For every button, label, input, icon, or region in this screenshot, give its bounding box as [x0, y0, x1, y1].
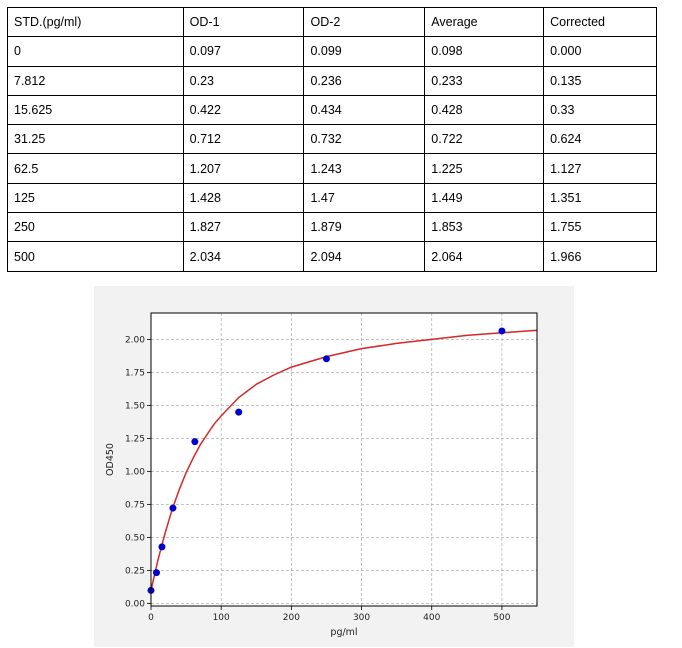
table-row: 250 1.827 1.879 1.853 1.755 [7, 212, 657, 243]
cell-average: 1.225 [424, 153, 545, 184]
data-point [235, 408, 243, 416]
data-point [152, 569, 160, 577]
cell-average: 0.233 [424, 65, 545, 96]
cell-average: 1.449 [424, 182, 545, 214]
y-tick-label: 0.00 [125, 599, 145, 609]
cell-od1: 0.097 [182, 36, 305, 67]
cell-std: 15.625 [7, 94, 184, 126]
cell-corrected: 0.33 [543, 94, 657, 126]
standard-curve-chart: 0 100 200 300 400 500 0.00 0.25 0.50 0.75 1.00 1.25… [94, 286, 574, 647]
cell-std: 250 [7, 212, 184, 243]
cell-od2: 0.434 [303, 94, 426, 126]
header-od1: OD-1 [182, 6, 305, 38]
y-tick-label: 1.25 [125, 434, 145, 444]
x-tick-label: 0 [148, 613, 154, 623]
cell-std: 0 [7, 36, 184, 67]
cell-std: 125 [7, 182, 184, 214]
cell-corrected: 1.127 [543, 153, 657, 184]
table-row: 0 0.097 0.099 0.098 0.000 [7, 36, 657, 67]
cell-average: 0.722 [424, 124, 545, 155]
plot-area [151, 313, 537, 606]
table-header-row: STD.(pg/ml) OD-1 OD-2 Average Corrected [7, 6, 657, 38]
cell-od1: 0.712 [182, 124, 305, 155]
y-tick-label: 1.00 [125, 467, 145, 477]
x-tick-label: 500 [493, 613, 510, 623]
fit-curve [150, 329, 538, 591]
y-tick-label: 0.75 [125, 500, 145, 510]
x-tick-label: 400 [423, 613, 440, 623]
cell-od1: 0.422 [182, 94, 305, 126]
header-std: STD.(pg/ml) [7, 6, 184, 38]
data-point [322, 355, 330, 363]
cell-std: 31.25 [7, 124, 184, 155]
header-average: Average [424, 6, 545, 38]
y-tick-label: 0.50 [125, 533, 145, 543]
cell-average: 0.428 [424, 94, 545, 126]
data-point [158, 543, 166, 551]
x-axis-label: pg/ml [330, 627, 357, 638]
cell-corrected: 0.000 [543, 36, 657, 67]
x-tick-label: 300 [353, 613, 370, 623]
standards-table: STD.(pg/ml) OD-1 OD-2 Average Corrected 0 0.09… [7, 6, 657, 272]
cell-od2: 1.47 [303, 182, 426, 214]
cell-od1: 2.034 [182, 241, 305, 272]
cell-average: 0.098 [424, 36, 545, 67]
cell-average: 1.853 [424, 212, 545, 243]
cell-od2: 2.094 [303, 241, 426, 272]
table-row: 7.812 0.23 0.236 0.233 0.135 [7, 65, 657, 96]
cell-od1: 0.23 [182, 65, 305, 96]
data-point [191, 438, 199, 446]
x-tick-label: 200 [283, 613, 300, 623]
cell-std: 500 [7, 241, 184, 272]
cell-od1: 1.827 [182, 212, 305, 243]
table-row: 62.5 1.207 1.243 1.225 1.127 [7, 153, 657, 184]
table-row: 31.25 0.712 0.732 0.722 0.624 [7, 124, 657, 155]
header-od2: OD-2 [303, 6, 426, 38]
cell-od2: 0.732 [303, 124, 426, 155]
cell-std: 62.5 [7, 153, 184, 184]
plot-frame [150, 312, 538, 607]
cell-od2: 1.243 [303, 153, 426, 184]
cell-std: 7.812 [7, 65, 184, 96]
data-point [169, 504, 177, 512]
y-tick-label: 0.25 [125, 566, 145, 576]
x-tick-label: 100 [213, 613, 230, 623]
table-row: 125 1.428 1.47 1.449 1.351 [7, 182, 657, 214]
cell-corrected: 0.135 [543, 65, 657, 96]
chart-svg: 0 100 200 300 400 500 0.00 0.25 0.50 0.75 1.00 1.25… [105, 312, 538, 638]
cell-corrected: 0.624 [543, 124, 657, 155]
cell-od1: 1.428 [182, 182, 305, 214]
y-tick-label: 2.00 [125, 335, 145, 345]
cell-corrected: 1.755 [543, 212, 657, 243]
header-corrected: Corrected [543, 6, 657, 38]
cell-od1: 1.207 [182, 153, 305, 184]
table-row: 500 2.034 2.094 2.064 1.966 [7, 241, 657, 272]
cell-od2: 1.879 [303, 212, 426, 243]
cell-corrected: 1.966 [543, 241, 657, 272]
y-tick-label: 1.75 [125, 368, 145, 378]
y-tick-label: 1.50 [125, 401, 145, 411]
data-point [498, 327, 506, 335]
cell-od2: 0.099 [303, 36, 426, 67]
y-axis-label: OD450 [105, 443, 116, 476]
table-row: 15.625 0.422 0.434 0.428 0.33 [7, 94, 657, 126]
cell-od2: 0.236 [303, 65, 426, 96]
cell-average: 2.064 [424, 241, 545, 272]
cell-corrected: 1.351 [543, 182, 657, 214]
